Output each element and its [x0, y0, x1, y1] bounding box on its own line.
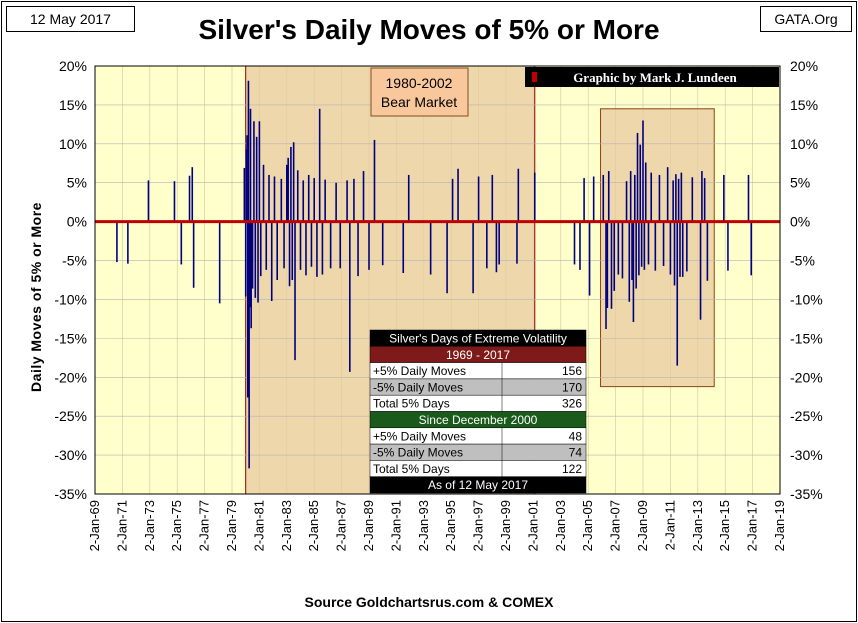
y-tick-label-left: 10%	[59, 136, 87, 152]
y-tick-label-left: -15%	[54, 330, 87, 346]
x-tick-label: 2-Jan-79	[224, 500, 239, 551]
x-tick-label: 2-Jan-19	[772, 500, 787, 551]
x-tick-label: 2-Jan-75	[169, 500, 184, 551]
stats-row-value: 48	[569, 429, 583, 443]
y-tick-label-right: 0%	[790, 214, 810, 230]
x-tick-label: 2-Jan-91	[388, 500, 403, 551]
stats-row-label: -5% Daily Moves	[373, 446, 463, 460]
x-tick-label: 2-Jan-05	[580, 500, 595, 551]
chart-title: Silver's Daily Moves of 5% or More	[198, 14, 660, 45]
x-tick-label: 2-Jan-17	[745, 500, 760, 551]
y-tick-label-right: -15%	[790, 330, 823, 346]
stats-period1: 1969 - 2017	[446, 348, 510, 362]
x-tick-label: 2-Jan-95	[443, 500, 458, 551]
y-tick-label-right: -30%	[790, 447, 823, 463]
x-tick-label: 2-Jan-81	[251, 500, 266, 551]
stats-row-label: +5% Daily Moves	[373, 364, 466, 378]
x-tick-label: 2-Jan-89	[361, 500, 376, 551]
y-tick-label-left: -25%	[54, 408, 87, 424]
stats-row-label: Total 5% Days	[373, 462, 450, 476]
x-tick-label: 2-Jan-93	[416, 500, 431, 551]
x-tick-label: 2-Jan-15	[717, 500, 732, 551]
stats-row-value: 156	[562, 364, 582, 378]
y-tick-label-left: 15%	[59, 97, 87, 113]
stats-row-value: 326	[562, 397, 582, 411]
stats-row-label: +5% Daily Moves	[373, 429, 466, 443]
y-tick-label-right: -10%	[790, 291, 823, 307]
source-note: Source Goldchartsrus.com & COMEX	[304, 594, 554, 610]
credit-box	[525, 67, 779, 87]
stats-row-value: 122	[562, 462, 582, 476]
x-tick-label: 2-Jan-87	[334, 500, 349, 551]
x-tick-label: 2-Jan-11	[662, 500, 677, 550]
x-tick-label: 2-Jan-85	[306, 500, 321, 551]
y-tick-label-right: -20%	[790, 369, 823, 385]
x-tick-label: 2-Jan-99	[498, 500, 513, 551]
credit-label: Graphic by Mark J. Lundeen	[573, 70, 737, 85]
x-tick-label: 2-Jan-69	[87, 500, 102, 551]
y-tick-label-right: -25%	[790, 408, 823, 424]
stats-row-label: Total 5% Days	[373, 397, 450, 411]
site-label: GATA.Org	[760, 6, 852, 32]
bear-market-label: 1980-2002	[386, 75, 453, 91]
volatility-box-2006-2014	[600, 108, 715, 388]
y-tick-label-left: 5%	[67, 175, 87, 191]
x-tick-label: 2-Jan-73	[142, 500, 157, 551]
x-tick-label: 2-Jan-01	[525, 500, 540, 551]
stats-title: Silver's Days of Extreme Volatility	[389, 332, 567, 346]
y-tick-label-right: 5%	[790, 175, 810, 191]
x-tick-label: 2-Jan-83	[279, 500, 294, 551]
plot-border	[94, 65, 781, 495]
y-tick-label-right: 15%	[790, 97, 818, 113]
y-tick-label-right: 10%	[790, 136, 818, 152]
y-tick-label-left: 0%	[67, 214, 87, 230]
date-label: 12 May 2017	[6, 6, 135, 32]
x-tick-label: 2-Jan-97	[471, 500, 486, 551]
stats-footer: As of 12 May 2017	[428, 478, 528, 492]
x-tick-label: 2-Jan-09	[635, 500, 650, 551]
y-tick-label-left: -30%	[54, 447, 87, 463]
y-tick-label-right: 20%	[790, 58, 818, 74]
credit-marker	[532, 72, 537, 82]
bear-market-label-box	[370, 67, 469, 117]
y-tick-label-right: -5%	[790, 253, 815, 269]
x-tick-label: 2-Jan-07	[608, 500, 623, 551]
y-tick-label-left: 20%	[59, 58, 87, 74]
stats-period2: Since December 2000	[419, 413, 538, 427]
x-tick-label: 2-Jan-13	[690, 500, 705, 551]
x-tick-label: 2-Jan-77	[197, 500, 212, 551]
y-tick-label-left: -20%	[54, 369, 87, 385]
stats-row-label: -5% Daily Moves	[373, 380, 463, 394]
stats-footer-bg	[369, 476, 587, 494]
y-tick-label-right: -35%	[790, 486, 823, 502]
stats-row-value: 74	[569, 446, 583, 460]
x-tick-label: 2-Jan-71	[114, 500, 129, 551]
y-tick-label-left: -35%	[54, 486, 87, 502]
y-tick-label-left: -5%	[62, 253, 87, 269]
y-tick-label-left: -10%	[54, 291, 87, 307]
bear-market-label: Bear Market	[381, 94, 457, 110]
x-tick-label: 2-Jan-03	[553, 500, 568, 551]
stats-row-value: 170	[562, 380, 582, 394]
